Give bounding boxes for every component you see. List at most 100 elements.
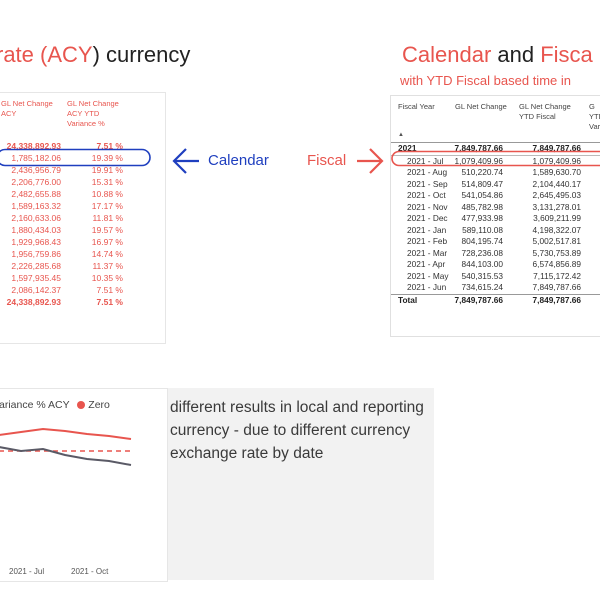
gl-net-change-header: GL Net Change <box>455 102 507 111</box>
table-row: 2021 - Apr 844,103.00 6,574,856.89 <box>391 259 600 271</box>
table-row: 2,482,655.88 10.88 % <box>0 189 159 201</box>
gl-net-change-ytd-cell: 2,104,440.17 <box>532 178 581 189</box>
chart-legend: ariance % ACY Zero <box>0 399 110 411</box>
period-cell: 2021 - Nov <box>407 201 448 212</box>
right-heading-fisca: Fisca <box>540 42 593 67</box>
note-box: different results in local and reporting… <box>168 388 434 580</box>
header-line: YTD Fiscal <box>519 112 556 121</box>
gl-net-change-ytd-cell: 3,131,278.01 <box>532 201 581 212</box>
table-row: 24,338,892.93 7.51 % <box>0 141 159 153</box>
right-heading-and: and <box>491 42 541 67</box>
variance-cell: 7.51 % <box>96 285 123 295</box>
variance-cell: 7.51 % <box>96 297 123 307</box>
header-line: ACY <box>1 109 17 118</box>
right-table: Fiscal Year GL Net Change GL Net Change … <box>390 95 600 337</box>
calendar-highlight-oval <box>0 148 151 167</box>
left-arrow-icon <box>172 148 199 174</box>
gl-net-change-cell: 541,054.86 <box>461 190 503 200</box>
series-variance-line <box>0 427 132 440</box>
period-cell: Total <box>398 294 418 305</box>
left-heading-acy: ACY <box>47 42 93 67</box>
gl-net-change-ytd-cell: 7,849,787.66 <box>532 143 581 153</box>
period-cell: 2021 - Aug <box>407 167 448 177</box>
x-tick-oct: 2021 - Oct <box>71 567 109 576</box>
header-line: Vari <box>589 122 600 131</box>
sort-caret-icon[interactable]: ▲ <box>398 132 404 138</box>
table-row: 2021 - Nov 485,782.98 3,131,278.01 <box>391 202 600 214</box>
variance-cell: 10.88 % <box>91 189 123 199</box>
extra-header: G YTD Vari <box>589 102 600 132</box>
legend-dot-icon <box>77 401 86 410</box>
variance-cell: 17.17 % <box>91 201 123 211</box>
table-row: 2021 7,849,787.66 7,849,787.66 <box>391 142 600 156</box>
legend-item-zero: Zero <box>88 399 110 411</box>
table-row: 2021 - May 540,315.53 7,115,172.42 <box>391 271 600 283</box>
table-row: 2021 - Jul 1,079,409.96 1,079,409.96 <box>391 156 600 168</box>
variance-cell: 19.91 % <box>91 165 123 175</box>
period-cell: 2021 - Mar <box>407 247 448 258</box>
right-heading: Calendar and Fisca <box>402 42 593 68</box>
gl-net-change-cell: 7,849,787.66 <box>454 143 503 153</box>
table-row: 2021 - Oct 541,054.86 2,645,495.03 <box>391 190 600 202</box>
table-row: 24,338,892.93 7.51 % <box>0 297 159 309</box>
gl-net-change-acy-cell: 2,226,285.68 <box>11 261 61 271</box>
gl-net-change-acy-cell: 2,482,655.88 <box>11 189 61 199</box>
gl-net-change-ytd-cell: 5,730,753.89 <box>532 247 581 258</box>
gl-net-change-acy-cell: 2,086,142.37 <box>11 285 61 295</box>
table-row: 1,880,434.03 19.57 % <box>0 225 159 237</box>
table-row: 1,589,163.32 17.17 % <box>0 201 159 213</box>
table-row: 2021 - Jun 734,615.24 7,849,787.66 <box>391 282 600 294</box>
period-cell: 2021 - Jan <box>407 224 447 235</box>
gl-net-change-acy-cell: 1,880,434.03 <box>11 225 61 235</box>
gl-net-change-cell: 844,103.00 <box>461 259 503 269</box>
gl-net-change-acy-cell: 1,929,968.43 <box>11 237 61 247</box>
period-cell: 2021 - Jul <box>407 155 444 166</box>
gl-net-change-acy-cell: 24,338,892.93 <box>6 141 61 151</box>
left-col2-header: GL Net Change ACY YTD Variance % <box>67 99 119 129</box>
table-row: 2021 - Aug 510,220.74 1,589,630.70 <box>391 167 600 179</box>
period-cell: 2021 <box>398 143 417 153</box>
gl-net-change-acy-cell: 2,206,776.00 <box>11 177 61 187</box>
gl-net-change-acy-cell: 1,785,182.06 <box>11 153 61 163</box>
left-heading-suffix: ) currency <box>92 42 191 67</box>
chart-plot-area <box>0 427 132 466</box>
table-row: Total 7,849,787.66 7,849,787.66 <box>391 293 600 307</box>
table-row: 2,160,633.06 11.81 % <box>0 213 159 225</box>
gl-net-change-cell: 485,782.98 <box>461 201 503 212</box>
gl-net-change-ytd-cell: 7,115,172.42 <box>533 270 581 281</box>
variance-cell: 14.74 % <box>91 249 123 259</box>
period-cell: 2021 - Sep <box>407 178 448 189</box>
fiscal-highlight-oval <box>391 150 600 167</box>
gl-net-change-cell: 734,615.24 <box>461 282 503 292</box>
gl-net-change-acy-cell: 2,436,956.79 <box>11 165 61 175</box>
header-line: Variance % <box>67 119 105 128</box>
series-gray-line <box>0 446 132 466</box>
variance-cell: 11.37 % <box>92 261 123 271</box>
left-col1-header: GL Net Change ACY <box>1 99 53 119</box>
period-cell: 2021 - Dec <box>407 213 448 223</box>
period-cell: 2021 - May <box>407 270 449 281</box>
variance-cell: 19.57 % <box>91 225 123 235</box>
header-line: G <box>589 102 595 111</box>
variance-cell: 19.39 % <box>91 153 123 163</box>
gl-net-change-acy-cell: 1,597,935.45 <box>11 273 61 283</box>
gl-net-change-ytd-header: GL Net Change YTD Fiscal <box>519 102 571 122</box>
table-row: 2021 - Jan 589,110.08 4,198,322.07 <box>391 225 600 237</box>
left-table-body: 24,338,892.93 7.51 % 1,785,182.06 19.39 % 2,… <box>0 141 159 309</box>
right-subheading: with YTD Fiscal based time in <box>400 73 571 88</box>
table-row: 2,206,776.00 15.31 % <box>0 177 159 189</box>
header-line: GL Net Change <box>1 99 53 108</box>
right-arrow-icon <box>357 148 384 174</box>
legend-item-variance: ariance % ACY <box>0 399 70 411</box>
table-row: 2,226,285.68 11.37 % <box>0 261 159 273</box>
header-line: ACY YTD <box>67 109 100 118</box>
table-row: 2021 - Feb 804,195.74 5,002,517.81 <box>391 236 600 248</box>
variance-chart: ariance % ACY Zero 2021 - Jul 2021 - Oct <box>0 388 168 582</box>
header-line: GL Net Change <box>519 102 571 111</box>
table-row: 1,785,182.06 19.39 % <box>0 153 159 165</box>
period-cell: 2021 - Apr <box>407 259 446 269</box>
variance-cell: 15.31 % <box>91 177 123 187</box>
right-table-body: 2021 7,849,787.66 7,849,787.66 2021 - Jul 1,… <box>391 142 600 306</box>
period-cell: 2021 - Jun <box>407 282 447 292</box>
gl-net-change-cell: 1,079,409.96 <box>454 155 503 166</box>
